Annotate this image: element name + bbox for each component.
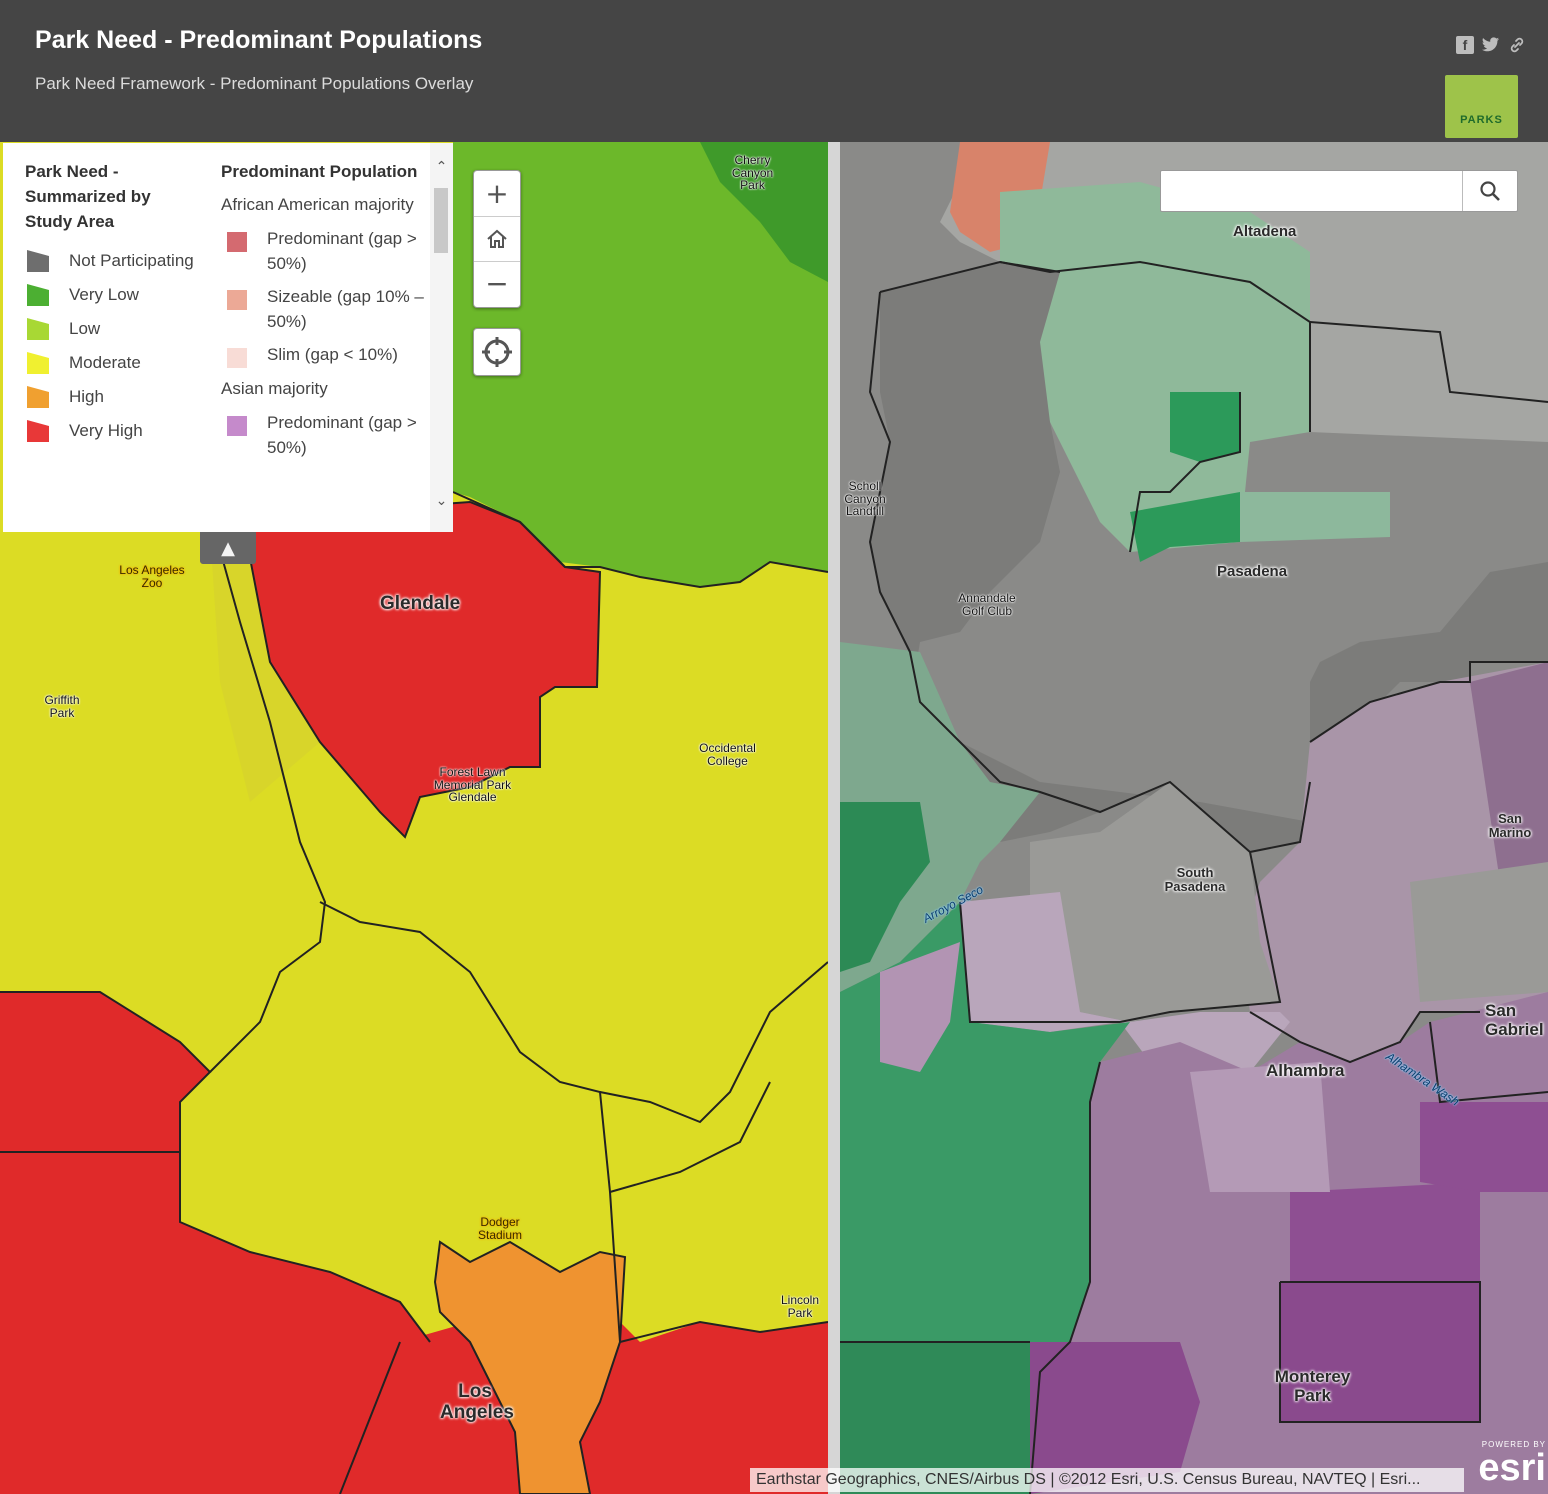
locate-button[interactable]	[473, 328, 521, 376]
page-subtitle: Park Need Framework - Predominant Popula…	[35, 74, 474, 93]
legend-item: Predominant (gap > 50%)	[221, 410, 426, 460]
map-attribution[interactable]: Earthstar Geographics, CNES/Airbus DS | …	[750, 1468, 1464, 1492]
parks-logo: PARKS	[1445, 75, 1518, 138]
legend-item: Moderate	[25, 350, 195, 376]
legend-item: Predominant (gap > 50%)	[221, 226, 426, 276]
zoom-in-button[interactable]: +	[474, 171, 520, 217]
home-icon	[487, 229, 507, 248]
facebook-icon[interactable]: f	[1456, 36, 1474, 54]
poi-scholl-canyon: Scholl Canyon Landfill	[844, 479, 886, 519]
poi-occidental: Occidental College	[699, 741, 756, 768]
esri-logo[interactable]: POWERED BY esri	[1478, 1440, 1546, 1489]
legend-item: Sizeable (gap 10% – 50%)	[221, 284, 426, 334]
poi-annandale: Annandale Golf Club	[958, 591, 1016, 618]
legend-item: Very Low	[25, 282, 195, 308]
zoom-control: + −	[473, 170, 521, 308]
poi-dodger-stadium: Dodger Stadium	[477, 1215, 523, 1242]
locate-icon	[482, 337, 512, 367]
twitter-icon[interactable]	[1482, 36, 1500, 54]
page-title: Park Need - Predominant Populations	[35, 26, 483, 54]
map-label-south-pasadena: South Pasadena	[1164, 865, 1226, 895]
link-icon[interactable]	[1508, 36, 1526, 54]
search-button[interactable]	[1462, 171, 1517, 211]
chevron-up-icon: ▲	[221, 537, 235, 559]
scroll-down-icon[interactable]: ⌄	[435, 493, 448, 509]
map-label-altadena: Altadena	[1233, 223, 1297, 240]
legend-collapse-button[interactable]: ▲	[200, 532, 256, 564]
right-map-areas	[840, 142, 1548, 1494]
legend-park-need: Park Need - Summarized by Study Area Not…	[25, 159, 195, 444]
legend-item: Very High	[25, 418, 195, 444]
legend-item: Slim (gap < 10%)	[221, 342, 426, 368]
legend-panel: Park Need - Summarized by Study Area Not…	[3, 143, 453, 532]
legend-group-name: Asian majority	[221, 379, 328, 398]
legend-item: High	[25, 384, 195, 410]
legend-title-park-need: Park Need - Summarized by Study Area	[25, 162, 151, 231]
poi-la-zoo: Los Angeles Zoo	[119, 563, 185, 590]
scroll-up-icon[interactable]: ⌃	[435, 159, 448, 175]
poi-lincoln-park: Lincoln Park	[780, 1293, 820, 1320]
legend-item: Low	[25, 316, 195, 342]
map-label-san-gabriel: San Gabriel	[1485, 1001, 1544, 1039]
search-icon	[1480, 181, 1500, 201]
map-label-alhambra: Alhambra	[1266, 1061, 1345, 1080]
poi-griffith-park: Griffith Park	[44, 693, 80, 720]
map-canvas[interactable]	[0, 142, 1548, 1494]
map-label-monterey-park: Monterey Park	[1274, 1367, 1351, 1405]
legend-item: Not Participating	[25, 248, 195, 274]
app-header: Park Need - Predominant Populations Park…	[0, 0, 1548, 142]
scroll-thumb[interactable]	[434, 188, 448, 253]
search-input[interactable]	[1167, 175, 1461, 207]
poi-cherry-canyon: Cherry Canyon Park	[731, 153, 774, 193]
swipe-divider[interactable]	[828, 142, 840, 1494]
map-label-pasadena: Pasadena	[1217, 563, 1288, 580]
legend-predominant-population: Predominant Population African American …	[221, 159, 426, 460]
map-label-los-angeles: Los Angeles	[440, 1381, 514, 1423]
map-container[interactable]: Glendale Los Angeles Los Angeles Zoo Gri…	[0, 142, 1548, 1494]
search-box	[1160, 170, 1518, 212]
home-button[interactable]	[474, 216, 520, 262]
legend-title-population: Predominant Population	[221, 162, 418, 181]
legend-scrollbar[interactable]: ⌃ ⌄	[430, 143, 453, 532]
map-label-san-marino: San Marino	[1488, 811, 1532, 841]
zoom-out-button[interactable]: −	[485, 267, 509, 300]
legend-group-name: African American majority	[221, 195, 414, 214]
social-links: f	[1456, 36, 1526, 54]
poi-forest-lawn: Forest Lawn Memorial Park Glendale	[433, 765, 512, 805]
map-label-glendale: Glendale	[380, 593, 461, 614]
